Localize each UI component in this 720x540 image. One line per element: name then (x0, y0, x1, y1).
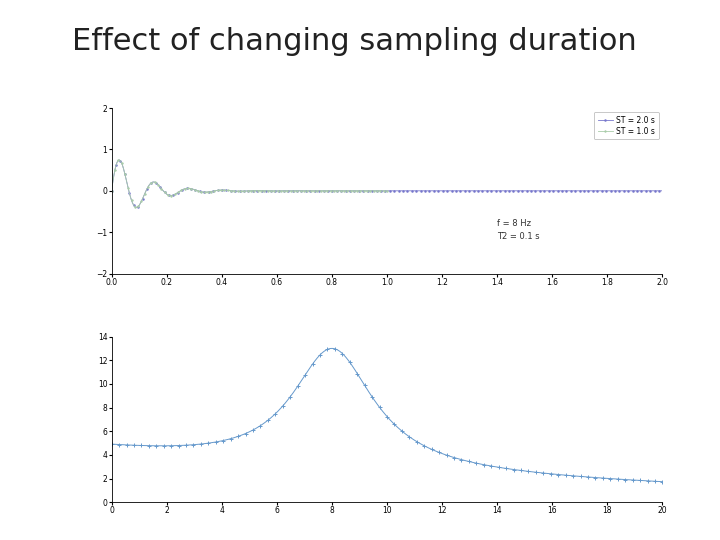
ST = 1.0 s (374, 187, 382, 194)
ST = 2.0 s (561, 187, 570, 194)
Legend: ST = 2.0 s, ST = 1.0 s: ST = 2.0 s, ST = 1.0 s (594, 112, 659, 139)
ST = 1.0 s (107, 187, 116, 194)
ST = 1.0 s (155, 183, 163, 189)
ST = 1.0 s (269, 188, 277, 194)
ST = 2.0 s (374, 187, 383, 194)
ST = 2.0 s (107, 187, 116, 194)
ST = 1.0 s (383, 187, 392, 194)
Text: Effect of changing sampling duration: Effect of changing sampling duration (72, 27, 636, 56)
ST = 2.0 s (408, 187, 416, 194)
ST = 2.0 s (132, 204, 140, 211)
Line: ST = 1.0 s: ST = 1.0 s (111, 159, 388, 208)
ST = 2.0 s (115, 157, 124, 163)
Text: f = 8 Hz
T2 = 0.1 s: f = 8 Hz T2 = 0.1 s (497, 219, 540, 240)
ST = 1.0 s (223, 187, 232, 194)
Line: ST = 2.0 s: ST = 2.0 s (111, 159, 663, 208)
ST = 1.0 s (300, 187, 308, 194)
ST = 1.0 s (132, 204, 140, 211)
ST = 2.0 s (658, 187, 667, 194)
ST = 1.0 s (115, 157, 124, 163)
ST = 2.0 s (647, 187, 656, 194)
ST = 1.0 s (220, 187, 229, 193)
ST = 2.0 s (371, 187, 379, 194)
ST = 2.0 s (437, 187, 446, 194)
